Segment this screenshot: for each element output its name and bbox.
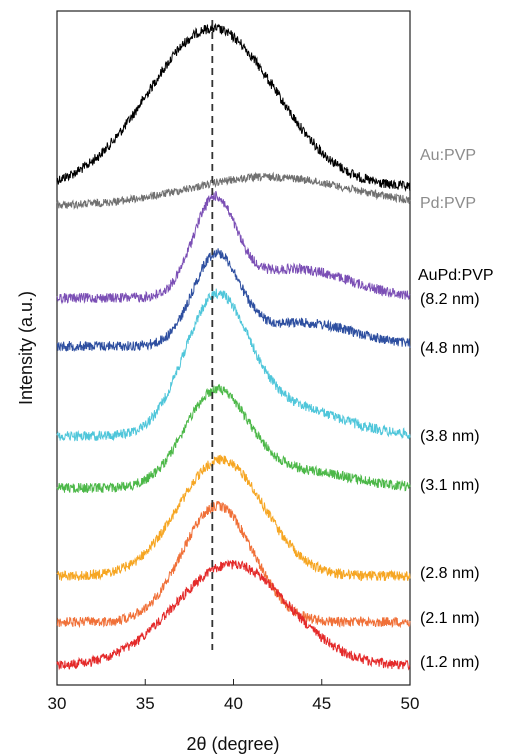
series-label-6: (3.1 nm) — [420, 477, 480, 494]
series-labels: Au:PVP Pd:PVP (8.2 nm) (4.8 nm) (3.8 nm) (3.1… — [418, 147, 494, 671]
x-axis-ticks: 30 35 40 45 50 — [48, 679, 420, 713]
group-label: AuPd:PVP — [418, 267, 494, 284]
series-label-4: (4.8 nm) — [420, 340, 480, 357]
series-line-6 — [56, 383, 411, 494]
x-tick-label-45: 45 — [312, 694, 331, 713]
series-line-1 — [56, 22, 411, 192]
x-tick-label-35: 35 — [136, 694, 155, 713]
series-line-8 — [56, 500, 411, 629]
x-tick-label-40: 40 — [224, 694, 243, 713]
series-line-4 — [56, 248, 411, 353]
x-tick-label-30: 30 — [48, 694, 67, 713]
y-axis-title: Intensity (a.u.) — [16, 291, 36, 405]
series-line-5 — [56, 288, 411, 442]
series-curves — [56, 22, 411, 671]
series-line-2 — [56, 171, 411, 210]
series-line-9 — [56, 559, 411, 671]
x-axis-title: 2θ (degree) — [186, 734, 279, 754]
series-label-9: (1.2 nm) — [420, 654, 480, 671]
series-line-7 — [56, 454, 411, 582]
series-line-3 — [56, 190, 411, 305]
series-label-3: (8.2 nm) — [420, 291, 480, 308]
series-label-8: (2.1 nm) — [420, 610, 480, 627]
x-tick-label-50: 50 — [401, 694, 420, 713]
series-label-2: Pd:PVP — [420, 195, 476, 212]
series-label-1: Au:PVP — [420, 147, 476, 164]
series-label-5: (3.8 nm) — [420, 428, 480, 445]
series-label-7: (2.8 nm) — [420, 565, 480, 582]
